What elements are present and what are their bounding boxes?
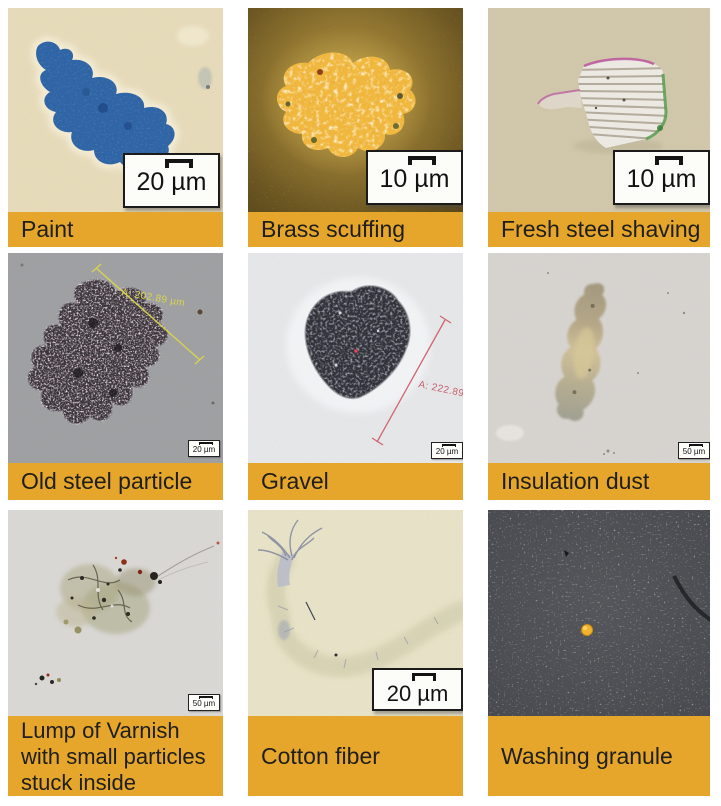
micrograph-gravel: A: 222.89 µm 20 µm bbox=[248, 253, 463, 463]
scale-bar-icon bbox=[407, 156, 436, 165]
scale-label: 20 µm bbox=[136, 168, 207, 196]
micrograph-paint: 20 µm bbox=[8, 8, 223, 212]
caption-fresh-steel-shaving: Fresh steel shaving bbox=[488, 212, 710, 247]
old-steel-particle-graphic: A: 202.89 µm bbox=[8, 253, 223, 463]
caption-varnish-lump: Lump of Varnish with small particles stu… bbox=[8, 716, 223, 796]
dark-fiber bbox=[672, 575, 710, 622]
scale-label: 20 µm bbox=[386, 681, 449, 706]
scale-label: 10 µm bbox=[379, 165, 450, 193]
scale-box: 10 µm bbox=[613, 150, 710, 205]
tile-cotton-fiber: 20 µm Cotton fiber bbox=[248, 510, 463, 796]
scale-label: 20 µm bbox=[192, 445, 216, 454]
scale-box: 20 µm bbox=[431, 442, 463, 459]
caption-washing-granule: Washing granule bbox=[488, 716, 710, 796]
micrograph-insulation-dust: 50 µm bbox=[488, 253, 710, 463]
tile-insulation-dust: 50 µm Insulation dust bbox=[488, 253, 710, 500]
caption-cotton-fiber: Cotton fiber bbox=[248, 716, 463, 796]
varnish-lump-graphic bbox=[8, 510, 223, 716]
scale-label: 50 µm bbox=[682, 447, 706, 456]
measurement-line bbox=[371, 315, 452, 446]
caption-brass-scuffing: Brass scuffing bbox=[248, 212, 463, 247]
tile-paint: 20 µm Paint bbox=[8, 8, 223, 247]
paint-particle-graphic bbox=[8, 8, 223, 212]
scale-box: 20 µm bbox=[188, 440, 220, 457]
scale-bar-icon bbox=[199, 442, 213, 445]
tile-old-steel-particle: A: 202.89 µm 20 µm Old steel particle bbox=[8, 253, 223, 500]
scale-bar-icon bbox=[689, 444, 703, 447]
washing-granule-graphic bbox=[488, 510, 710, 716]
scale-box: 10 µm bbox=[366, 150, 463, 205]
scale-label: 10 µm bbox=[626, 165, 697, 193]
scale-bar-icon bbox=[411, 673, 436, 681]
scale-bar-icon bbox=[164, 159, 193, 168]
scale-box: 20 µm bbox=[372, 668, 463, 711]
tile-fresh-steel-shaving: 10 µm Fresh steel shaving bbox=[488, 8, 710, 247]
scale-label: 50 µm bbox=[192, 699, 216, 708]
scale-label: 20 µm bbox=[435, 447, 459, 456]
micrograph-fresh-steel-shaving: 10 µm bbox=[488, 8, 710, 212]
scale-box: 50 µm bbox=[678, 442, 710, 459]
granule-dot bbox=[581, 624, 593, 636]
tile-varnish-lump: 50 µm Lump of Varnish with small particl… bbox=[8, 510, 223, 796]
caption-old-steel-particle: Old steel particle bbox=[8, 463, 223, 500]
scale-bar-icon bbox=[654, 156, 683, 165]
micrograph-washing-granule bbox=[488, 510, 710, 716]
tile-gravel: A: 222.89 µm 20 µm Gravel bbox=[248, 253, 463, 500]
figure-row-2: A: 202.89 µm 20 µm Old steel particle bbox=[8, 253, 710, 500]
fiber-tuft bbox=[257, 519, 323, 561]
caption-gravel: Gravel bbox=[248, 463, 463, 500]
scale-box: 20 µm bbox=[123, 153, 220, 208]
micrograph-cotton-fiber: 20 µm bbox=[248, 510, 463, 716]
scale-bar-icon bbox=[442, 444, 456, 447]
caption-paint: Paint bbox=[8, 212, 223, 247]
figure-row-3: 50 µm Lump of Varnish with small particl… bbox=[8, 510, 710, 796]
measurement-line bbox=[91, 263, 205, 365]
caption-insulation-dust: Insulation dust bbox=[488, 463, 710, 500]
micrograph-brass-scuffing: 10 µm bbox=[248, 8, 463, 212]
cotton-fiber-graphic bbox=[248, 510, 463, 716]
micrograph-varnish-lump: 50 µm bbox=[8, 510, 223, 716]
tile-brass-scuffing: 10 µm Brass scuffing bbox=[248, 8, 463, 247]
scale-box: 50 µm bbox=[188, 694, 220, 711]
gravel-particle-graphic: A: 222.89 µm bbox=[248, 253, 463, 463]
insulation-dust-graphic bbox=[488, 253, 710, 463]
tile-washing-granule: Washing granule bbox=[488, 510, 710, 796]
micrograph-old-steel-particle: A: 202.89 µm 20 µm bbox=[8, 253, 223, 463]
figure-row-1: 20 µm Paint bbox=[8, 8, 710, 247]
scale-bar-icon bbox=[199, 696, 213, 699]
